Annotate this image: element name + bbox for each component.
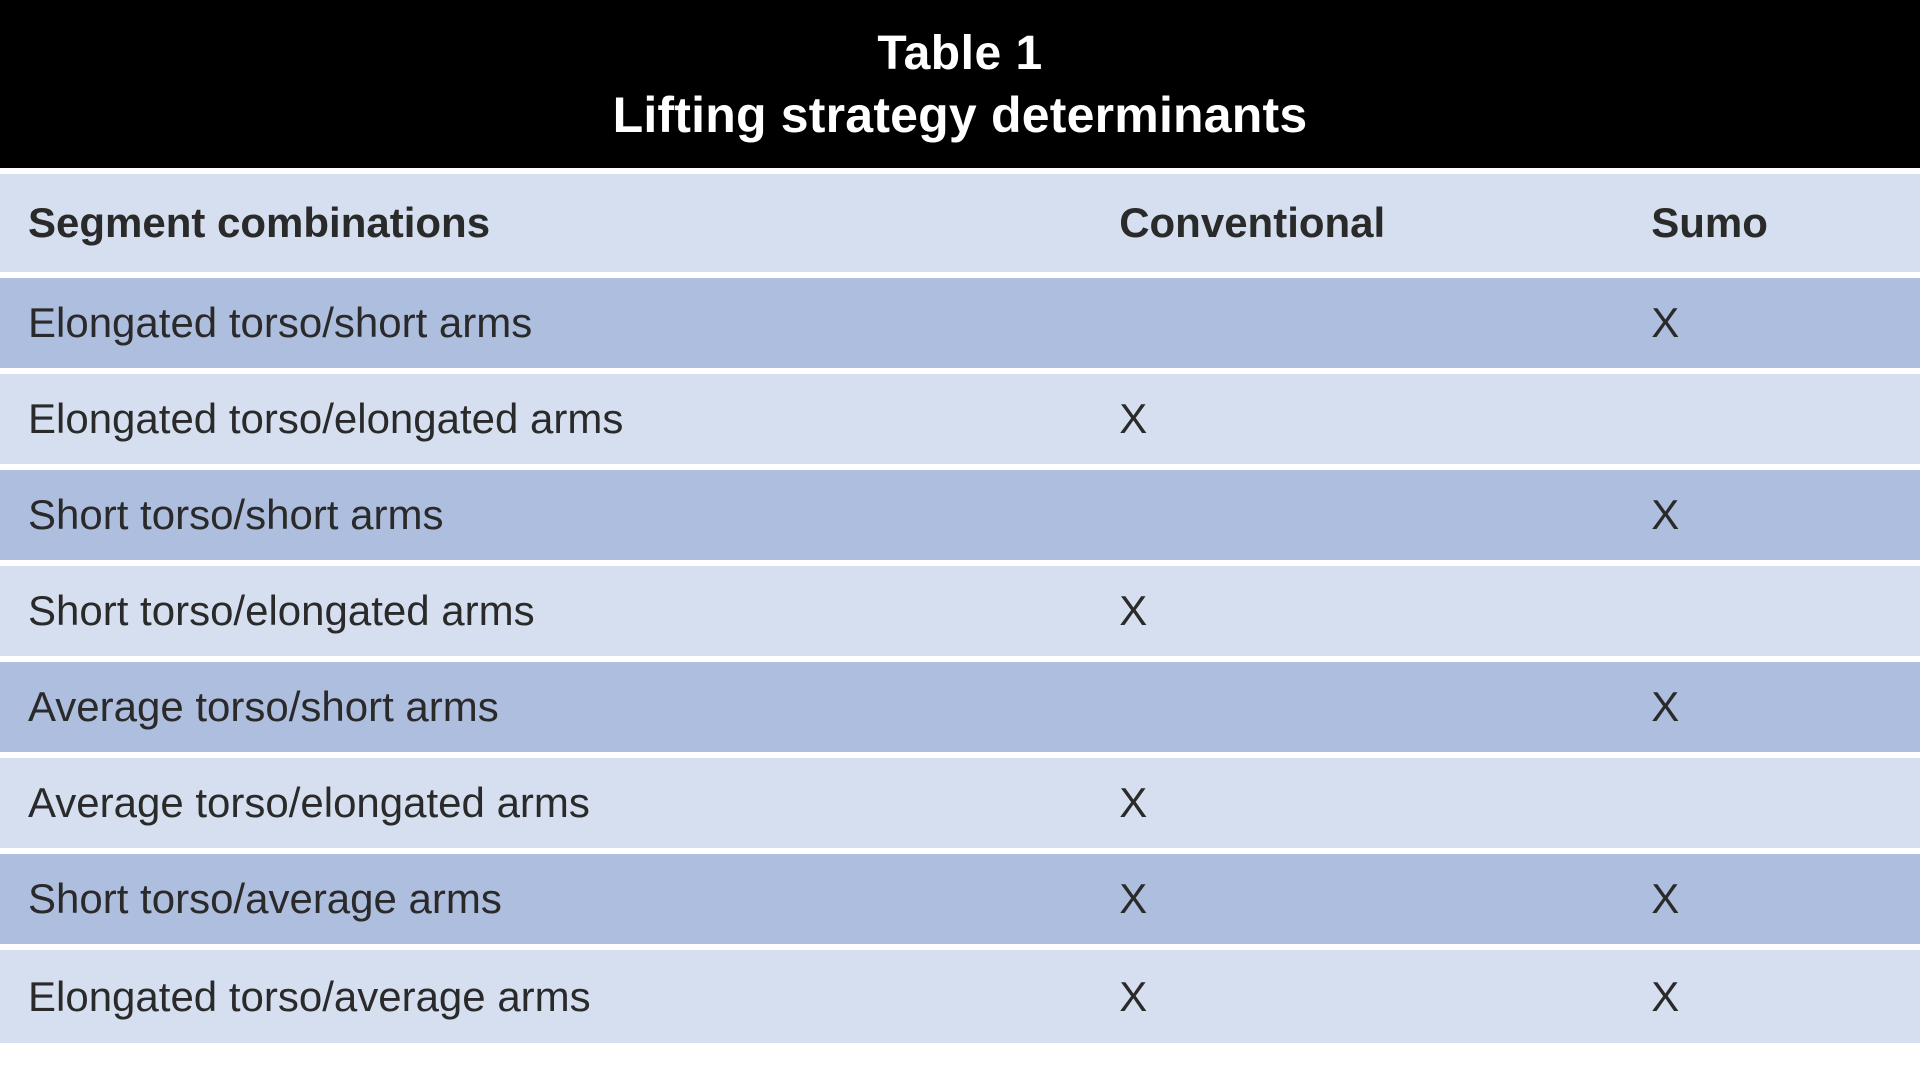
table-body: Elongated torso/short armsXElongated tor…	[0, 275, 1920, 1043]
cell-sumo	[1651, 755, 1920, 851]
cell-sumo	[1651, 563, 1920, 659]
table-row: Elongated torso/elongated armsX	[0, 371, 1920, 467]
header-conventional: Conventional	[1075, 171, 1651, 275]
table-row: Elongated torso/short arms X	[0, 275, 1920, 371]
cell-sumo: X	[1651, 851, 1920, 947]
cell-sumo	[1651, 371, 1920, 467]
header-sumo: Sumo	[1651, 171, 1920, 275]
table-row: Elongated torso/average armsXX	[0, 947, 1920, 1043]
cell-conventional: X	[1075, 851, 1651, 947]
cell-segment: Short torso/average arms	[0, 851, 1075, 947]
cell-conventional: X	[1075, 755, 1651, 851]
cell-conventional: X	[1075, 563, 1651, 659]
cell-sumo: X	[1651, 659, 1920, 755]
cell-conventional: X	[1075, 371, 1651, 467]
cell-conventional	[1075, 275, 1651, 371]
table-row: Short torso/elongated armsX	[0, 563, 1920, 659]
cell-sumo: X	[1651, 947, 1920, 1043]
header-segment: Segment combinations	[0, 171, 1075, 275]
table-row: Average torso/elongated armsX	[0, 755, 1920, 851]
table-number: Table 1	[0, 24, 1920, 84]
table-row: Average torso/short arms X	[0, 659, 1920, 755]
table-row: Short torso/short arms X	[0, 467, 1920, 563]
cell-segment: Elongated torso/short arms	[0, 275, 1075, 371]
table-caption: Lifting strategy determinants	[0, 84, 1920, 147]
cell-segment: Elongated torso/elongated arms	[0, 371, 1075, 467]
cell-segment: Short torso/short arms	[0, 467, 1075, 563]
table-header-row: Segment combinations Conventional Sumo	[0, 171, 1920, 275]
cell-conventional	[1075, 659, 1651, 755]
cell-segment: Average torso/elongated arms	[0, 755, 1075, 851]
cell-sumo: X	[1651, 467, 1920, 563]
cell-segment: Average torso/short arms	[0, 659, 1075, 755]
cell-segment: Elongated torso/average arms	[0, 947, 1075, 1043]
table-row: Short torso/average armsXX	[0, 851, 1920, 947]
page-root: Table 1 Lifting strategy determinants Se…	[0, 0, 1920, 1066]
cell-sumo: X	[1651, 275, 1920, 371]
cell-conventional: X	[1075, 947, 1651, 1043]
lifting-strategy-table: Segment combinations Conventional Sumo E…	[0, 168, 1920, 1043]
cell-segment: Short torso/elongated arms	[0, 563, 1075, 659]
cell-conventional	[1075, 467, 1651, 563]
table-title-block: Table 1 Lifting strategy determinants	[0, 0, 1920, 168]
